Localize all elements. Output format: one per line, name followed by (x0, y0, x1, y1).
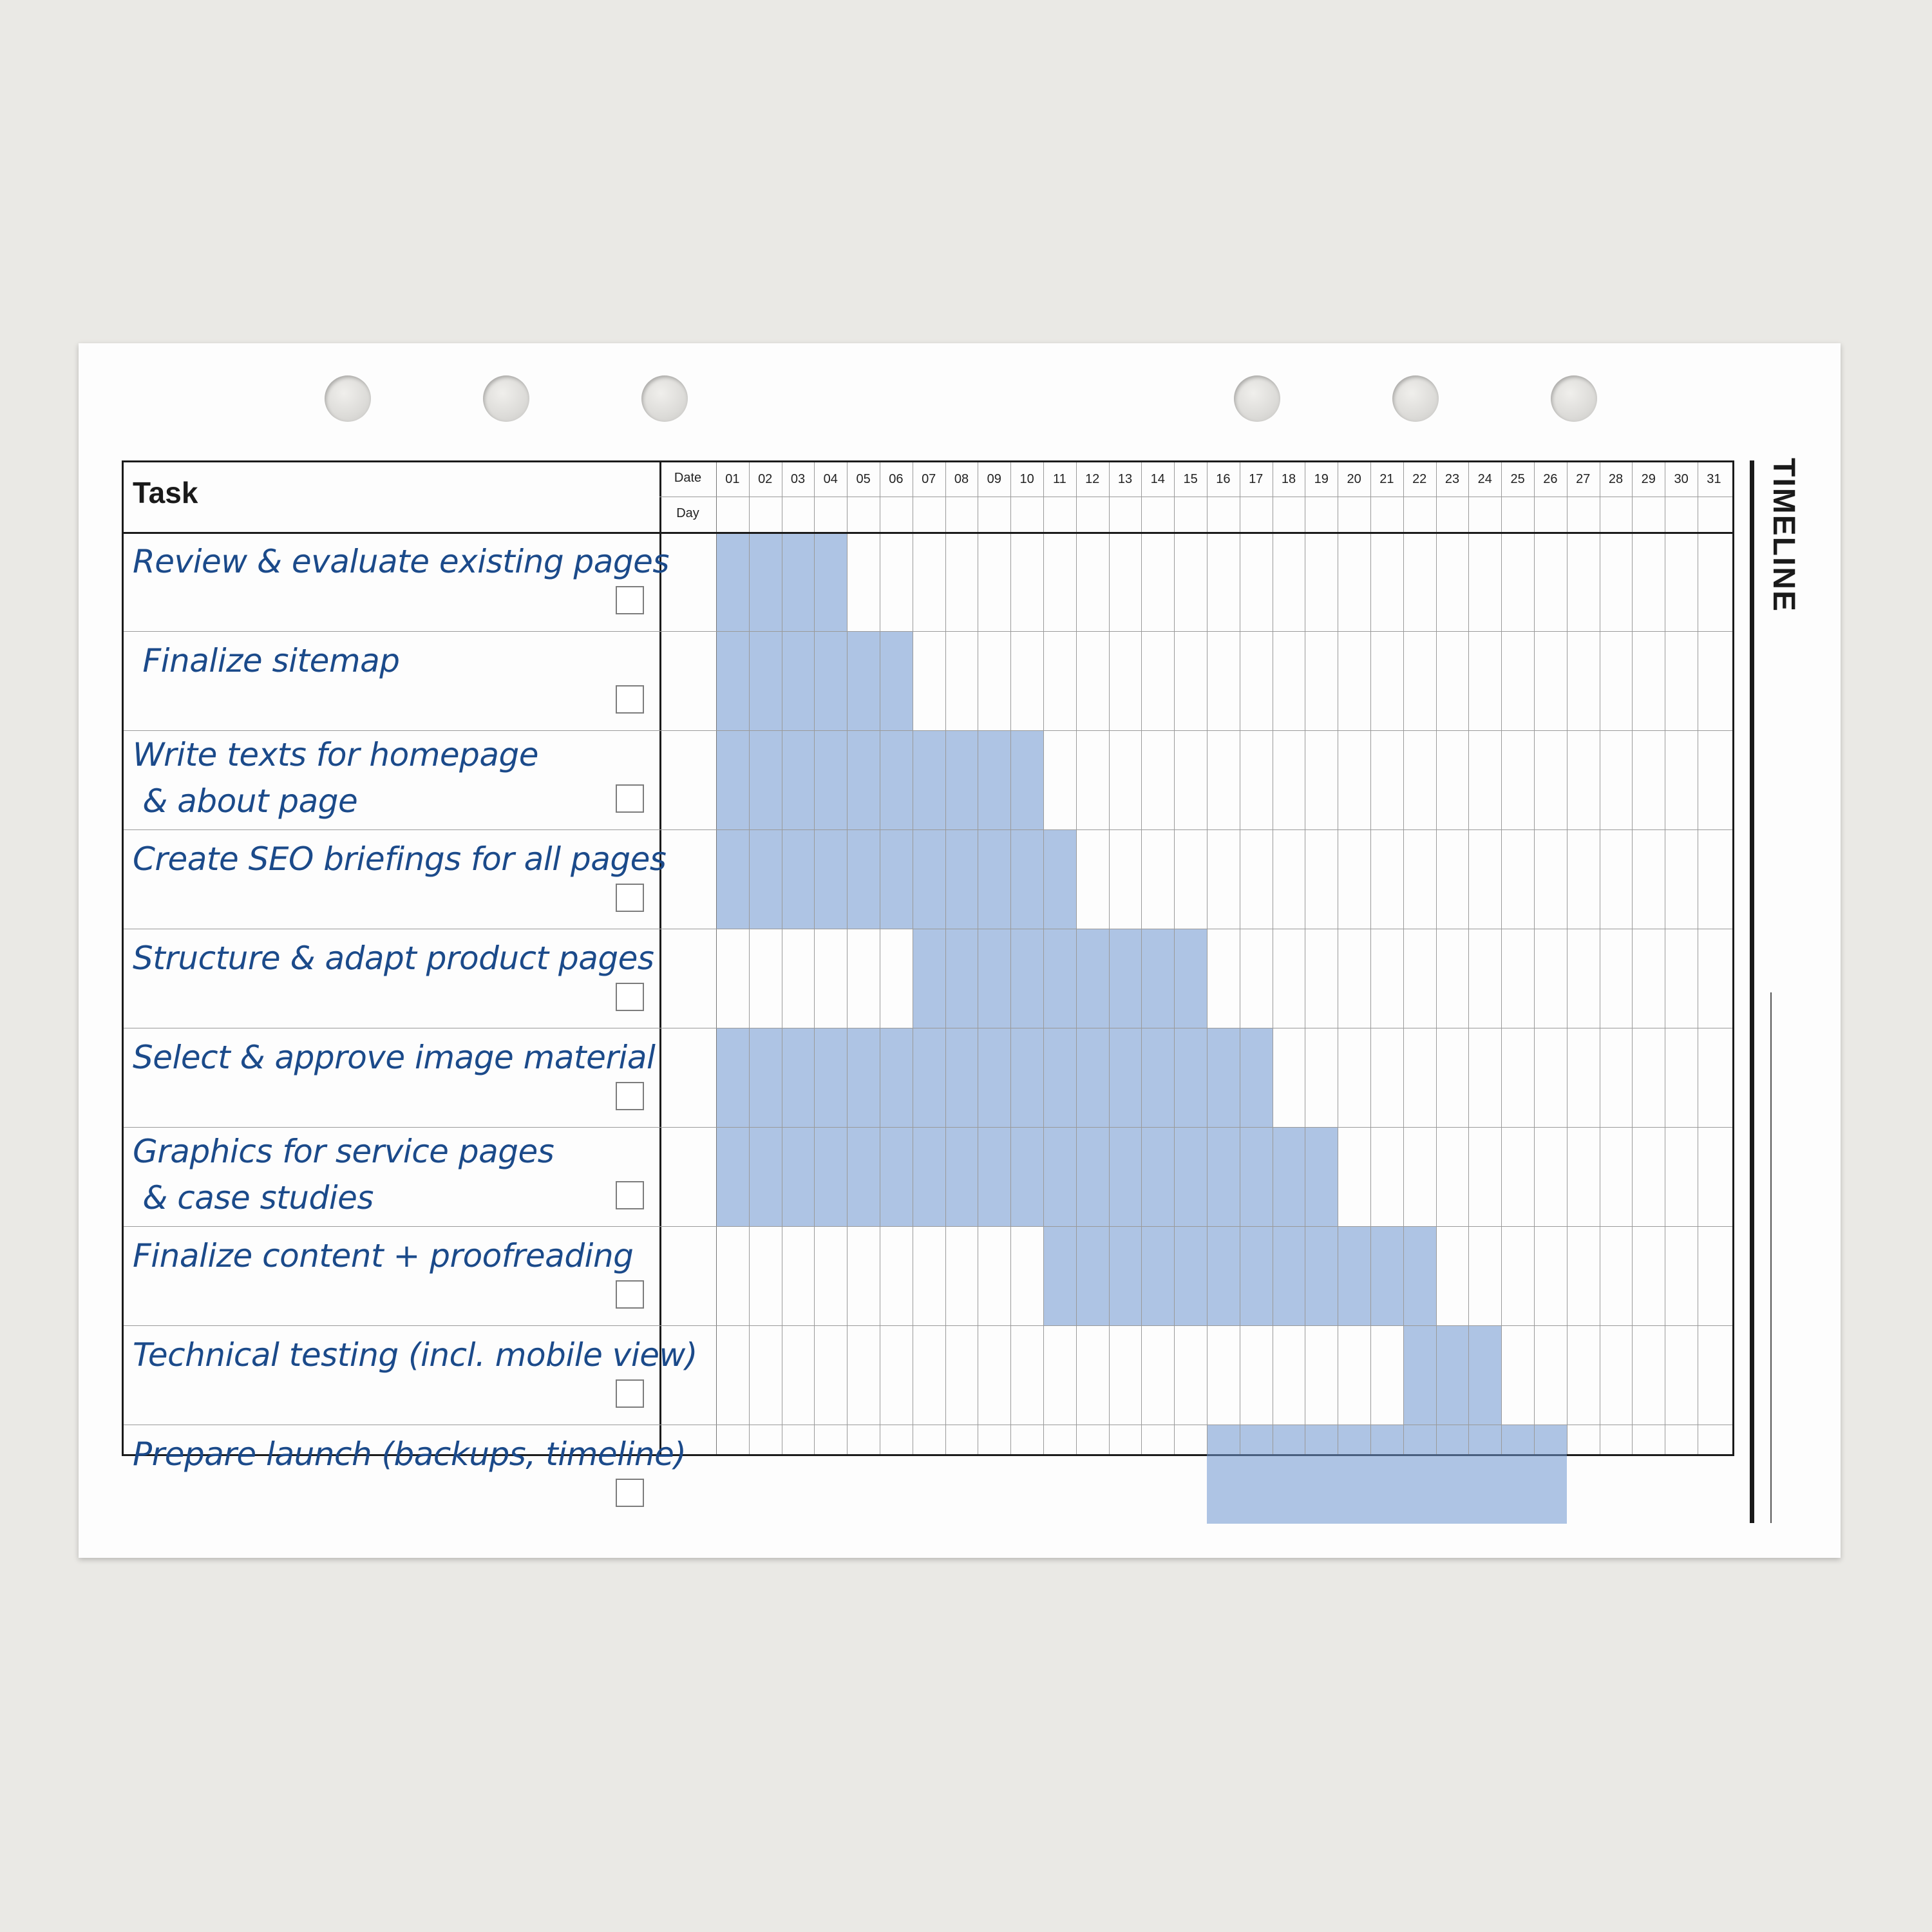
day-number: 25 (1510, 472, 1525, 486)
task-row-line (124, 631, 1732, 632)
day-column-line (1207, 462, 1208, 1454)
day-column-line (1632, 462, 1633, 1454)
day-column-line (1501, 462, 1502, 1454)
gantt-bar (1403, 1325, 1502, 1425)
day-number: 13 (1117, 472, 1133, 486)
day-number: 01 (725, 472, 740, 486)
task-text: Finalize content + proofreading (133, 1237, 634, 1274)
task-checkbox[interactable] (616, 1082, 644, 1110)
day-number: 27 (1576, 472, 1591, 486)
day-number: 17 (1249, 472, 1264, 486)
day-number: 03 (790, 472, 806, 486)
task-checkbox[interactable] (616, 1479, 644, 1507)
day-column-line (1435, 462, 1437, 1454)
day-number: 02 (758, 472, 773, 486)
day-column-line (748, 462, 750, 1454)
task-text: Technical testing (incl. mobile view) (133, 1336, 697, 1374)
day-column-line (1141, 462, 1142, 1454)
day-column-line (1370, 462, 1371, 1454)
day-column-line (847, 462, 848, 1454)
day-number: 20 (1347, 472, 1361, 486)
task-checkbox[interactable] (616, 685, 644, 714)
task-text: Create SEO briefings for all pages (133, 840, 667, 878)
task-checkbox[interactable] (616, 1181, 644, 1209)
day-column-line (1534, 462, 1535, 1454)
task-text: Write texts for homepage & about page (133, 736, 539, 820)
day-column-line (1403, 462, 1404, 1454)
day-column-line (1468, 462, 1470, 1454)
task-column-divider (659, 462, 661, 1454)
task-text: Graphics for service pages & case studie… (133, 1133, 554, 1217)
timeline-rule-thin (1770, 992, 1772, 1523)
task-text: Finalize sitemap (133, 642, 400, 679)
day-column-line (1174, 462, 1175, 1454)
punch-hole (1392, 375, 1439, 422)
gantt-bar (716, 829, 1076, 929)
task-row-line (124, 1127, 1732, 1128)
task-row-line (124, 730, 1732, 731)
day-number: 18 (1281, 472, 1296, 486)
task-text: Structure & adapt product pages (133, 940, 654, 977)
gantt-bar (1207, 1425, 1567, 1524)
header-divider (124, 532, 1732, 534)
day-number: 08 (954, 472, 969, 486)
day-column-line (1108, 462, 1110, 1454)
punch-hole (641, 375, 688, 422)
day-number: 12 (1085, 472, 1100, 486)
date-row-label: Date (674, 471, 702, 485)
punch-hole (325, 375, 371, 422)
day-number: 30 (1674, 472, 1689, 486)
date-column-divider (716, 462, 717, 1454)
punch-hole (483, 375, 529, 422)
gantt-bar (716, 1127, 1338, 1226)
day-number: 22 (1412, 472, 1427, 486)
day-number: 28 (1608, 472, 1624, 486)
day-number: 16 (1216, 472, 1231, 486)
day-number: 15 (1183, 472, 1198, 486)
day-column-line (1075, 462, 1077, 1454)
day-number: 05 (856, 472, 871, 486)
timeline-title: TIMELINE (1766, 458, 1801, 612)
day-column-line (814, 462, 815, 1454)
task-text: Prepare launch (backups, timeline) (133, 1435, 687, 1473)
day-number: 09 (987, 472, 1001, 486)
task-text: Select & approve image material (133, 1039, 656, 1076)
day-column-line (1043, 462, 1044, 1454)
day-number: 06 (889, 472, 904, 486)
task-checkbox[interactable] (616, 884, 644, 912)
planner-sheet: Task Date Day 01 02 03 04 05 06 07 08 09 10 11 12 13… (79, 343, 1841, 1558)
task-checkbox[interactable] (616, 1379, 644, 1408)
day-row-label: Day (676, 506, 699, 520)
task-checkbox[interactable] (616, 586, 644, 614)
day-number: 11 (1053, 472, 1066, 486)
gantt-bar (912, 929, 1207, 1028)
day-column-line (1010, 462, 1012, 1454)
task-checkbox[interactable] (616, 1280, 644, 1309)
day-number: 24 (1477, 472, 1492, 486)
punch-hole (1551, 375, 1597, 422)
timeline-table: Task Date Day 01 02 03 04 05 06 07 08 09 10 11 12 13… (122, 460, 1734, 1524)
day-number: 10 (1019, 472, 1034, 486)
timeline-rule-thick (1750, 460, 1754, 1523)
day-column-line (945, 462, 946, 1454)
task-text: Review & evaluate existing pages (133, 543, 669, 580)
punch-hole (1234, 375, 1280, 422)
day-number: 04 (823, 472, 838, 486)
day-number: 07 (922, 472, 936, 486)
task-row-line (124, 829, 1732, 830)
task-checkbox[interactable] (616, 784, 644, 813)
task-checkbox[interactable] (616, 983, 644, 1011)
task-row-line (124, 1226, 1732, 1227)
day-number: 19 (1314, 472, 1329, 486)
day-number: 14 (1150, 472, 1165, 486)
day-number: 23 (1444, 472, 1460, 486)
day-number: 26 (1543, 472, 1558, 486)
day-number: 21 (1379, 472, 1394, 486)
day-number: 31 (1707, 472, 1721, 486)
gantt-bar (716, 1028, 1273, 1127)
task-column-header: Task (133, 476, 198, 509)
day-number: 29 (1641, 472, 1656, 486)
task-row-line (124, 1325, 1732, 1326)
